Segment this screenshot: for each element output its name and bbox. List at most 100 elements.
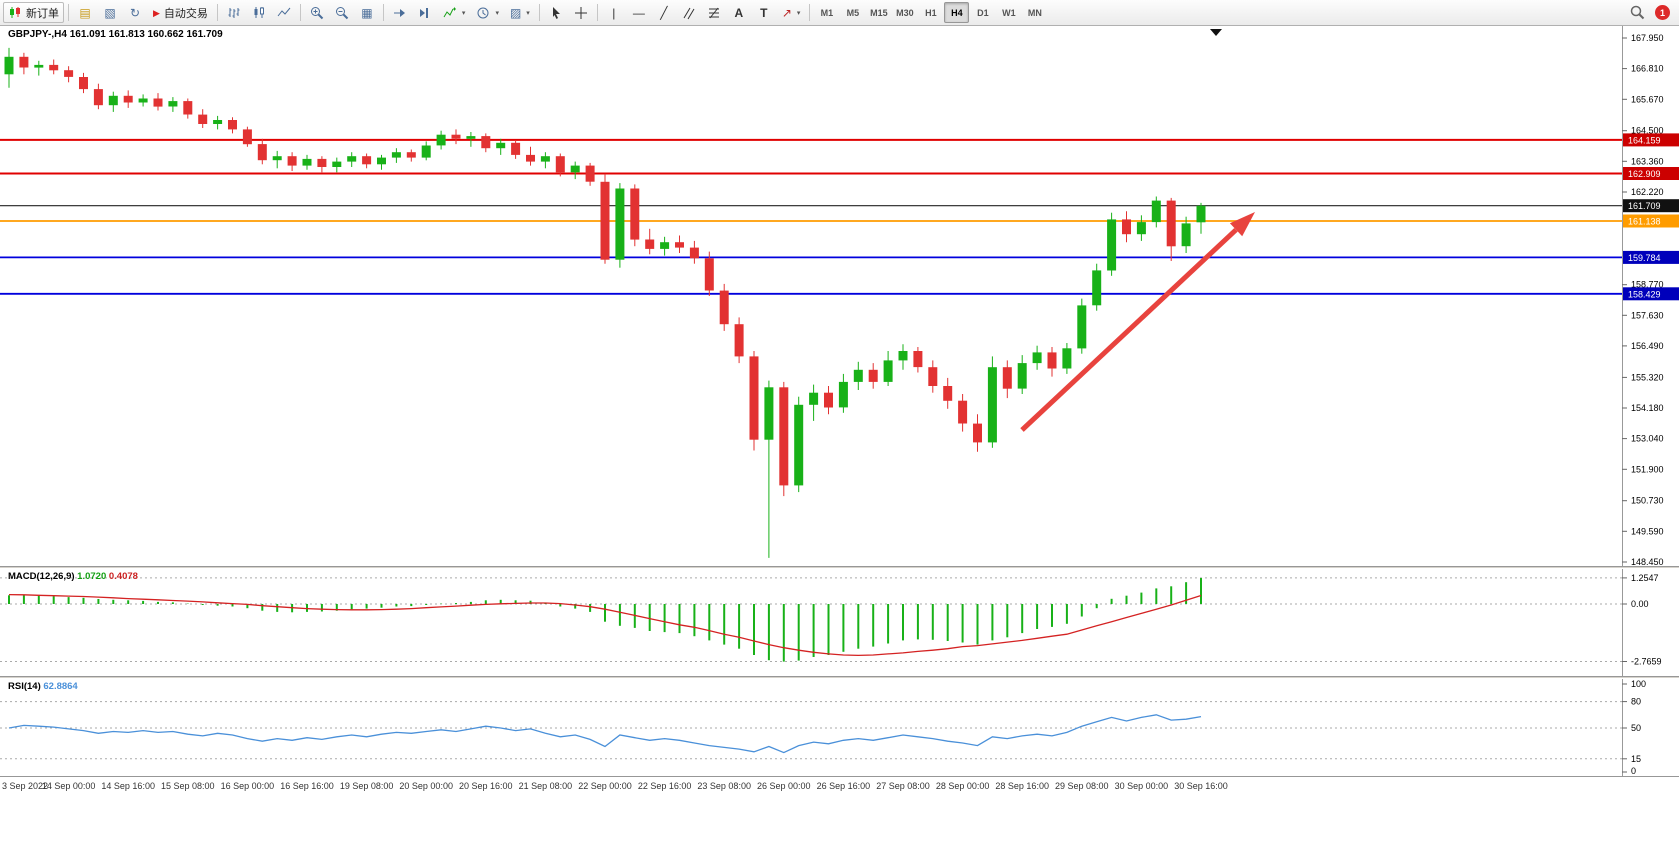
search-button[interactable] xyxy=(1625,2,1650,23)
svg-text:156.490: 156.490 xyxy=(1631,341,1664,351)
indicators-button[interactable]: ▾ xyxy=(438,2,471,23)
charts-icon: ▤ xyxy=(79,5,91,20)
macd-info: MACD(12,26,9) 1.0720 0.4078 xyxy=(8,571,138,582)
toolbar-separator xyxy=(596,4,598,21)
time-label: 14 Sep 00:00 xyxy=(41,781,96,791)
channel-button[interactable] xyxy=(677,2,701,23)
autotrading-icon: ▶ xyxy=(153,7,160,18)
text-tool-icon: A xyxy=(734,5,744,20)
label-tool-icon: T xyxy=(760,5,768,20)
symbol-period: GBPJPY-,H4 xyxy=(8,29,67,40)
notification-badge[interactable]: 1 xyxy=(1655,5,1670,20)
time-label: 3 Sep 2022 xyxy=(2,781,49,791)
svg-text:153.040: 153.040 xyxy=(1631,434,1664,444)
time-label: 20 Sep 00:00 xyxy=(399,781,453,791)
auto-scroll-button[interactable] xyxy=(388,2,412,23)
rsi-label: RSI(14) xyxy=(8,681,41,692)
time-scale[interactable]: 3 Sep 2022 14 Sep 00:00 14 Sep 16:00 15 Sep… xyxy=(0,777,1679,797)
svg-text:50: 50 xyxy=(1631,723,1641,733)
macd-label: MACD(12,26,9) xyxy=(8,571,75,582)
timeframe-m30-button[interactable]: M30 xyxy=(892,2,917,23)
price-chart[interactable]: 167.950 166.810 165.670 164.500 163.360 162.2… xyxy=(0,26,1679,566)
toolbar-separator xyxy=(299,4,301,21)
crosshair-button[interactable] xyxy=(569,2,593,23)
macd-histogram xyxy=(8,578,1202,662)
zoom-in-icon xyxy=(310,6,324,19)
templates-icon: ▨ xyxy=(509,5,522,20)
rsi-panel[interactable]: 100 80 50 15 0 xyxy=(0,679,1679,776)
periods-button[interactable]: ▾ xyxy=(471,2,504,23)
horizontal-line-button[interactable]: — xyxy=(627,2,651,23)
panel-separator[interactable] xyxy=(0,566,1679,569)
vertical-line-button[interactable]: | xyxy=(602,2,626,23)
profiles-button[interactable]: ▧ xyxy=(98,2,122,23)
profiles-icon: ▧ xyxy=(104,5,116,20)
text-tool-button[interactable]: A xyxy=(727,2,751,23)
timeframe-h1-button[interactable]: H1 xyxy=(918,2,943,23)
time-label: 16 Sep 16:00 xyxy=(280,781,334,791)
dropdown-icon: ▾ xyxy=(495,9,499,17)
horizontal-lines xyxy=(0,138,1622,295)
zoom-in-button[interactable] xyxy=(305,2,329,23)
svg-text:161.138: 161.138 xyxy=(1628,217,1661,227)
panel-separator[interactable] xyxy=(0,676,1679,679)
dropdown-icon: ▾ xyxy=(461,9,466,17)
rsi-info: RSI(14) 62.8864 xyxy=(8,681,78,692)
new-order-icon xyxy=(10,7,20,18)
trend-arrow xyxy=(1020,212,1255,432)
zoom-out-button[interactable] xyxy=(330,2,354,23)
candles xyxy=(4,47,1206,558)
charts-button[interactable]: ▤ xyxy=(73,2,97,23)
toolbar-separator xyxy=(68,4,69,21)
timeframe-mn-button[interactable]: MN xyxy=(1022,2,1047,23)
time-label: 19 Sep 08:00 xyxy=(339,781,394,791)
timeframe-m1-button[interactable]: M1 xyxy=(814,2,839,23)
new-order-button[interactable]: 新订单 xyxy=(3,2,64,23)
macd-signal-value: 0.4078 xyxy=(108,571,138,582)
arrows-tool-button[interactable]: ↗ ▾ xyxy=(777,2,806,23)
trendline-button[interactable]: ╱ xyxy=(652,2,676,23)
chart-shift-button[interactable] xyxy=(413,2,437,23)
timeframe-d1-button[interactable]: D1 xyxy=(970,2,995,23)
label-tool-button[interactable]: T xyxy=(752,2,776,23)
svg-text:162.909: 162.909 xyxy=(1628,169,1661,179)
zoom-out-icon xyxy=(335,6,349,19)
svg-text:155.320: 155.320 xyxy=(1631,372,1664,382)
dropdown-icon: ▾ xyxy=(526,9,530,17)
periods-icon xyxy=(477,7,489,18)
templates-button[interactable]: ▨ ▾ xyxy=(505,2,535,23)
price-scale[interactable] xyxy=(1623,26,1679,775)
svg-text:164.159: 164.159 xyxy=(1628,135,1661,145)
candlestick-chart-button[interactable] xyxy=(247,2,271,23)
svg-text:162.220: 162.220 xyxy=(1631,187,1664,197)
autotrading-button[interactable]: ▶ 自动交易 xyxy=(148,2,213,23)
svg-text:164.500: 164.500 xyxy=(1631,126,1664,136)
macd-panel[interactable]: 1.2547 0.00 -2.7659 xyxy=(0,569,1679,676)
svg-text:159.784: 159.784 xyxy=(1628,253,1661,263)
timeframe-m15-button[interactable]: M15 xyxy=(866,2,891,23)
time-label: 26 Sep 16:00 xyxy=(816,781,871,791)
time-label: 14 Sep 16:00 xyxy=(101,781,155,791)
cursor-button[interactable] xyxy=(544,2,568,23)
timeframe-h4-button[interactable]: H4 xyxy=(944,2,970,23)
svg-text:100: 100 xyxy=(1631,679,1646,689)
time-label: 23 Sep 08:00 xyxy=(697,781,751,791)
refresh-button[interactable]: ↻ xyxy=(123,2,147,23)
indicators-icon xyxy=(443,7,456,18)
time-label: 28 Sep 16:00 xyxy=(995,781,1049,791)
arrows-tool-icon: ↗ xyxy=(781,5,792,20)
line-chart-button[interactable] xyxy=(272,2,296,23)
ohlc-readout: 161.091 161.813 160.662 161.709 xyxy=(69,29,223,40)
fibonacci-button[interactable] xyxy=(702,2,726,23)
svg-text:167.950: 167.950 xyxy=(1631,33,1664,43)
bar-chart-button[interactable] xyxy=(222,2,246,23)
timeframe-m5-button[interactable]: M5 xyxy=(840,2,865,23)
timeframe-w1-button[interactable]: W1 xyxy=(996,2,1021,23)
svg-text:157.630: 157.630 xyxy=(1631,310,1664,320)
price-axis: 167.950 166.810 165.670 164.500 163.360 162.2… xyxy=(1622,26,1664,566)
toolbar-separator xyxy=(809,4,811,21)
time-label: 15 Sep 08:00 xyxy=(161,781,215,791)
tile-windows-button[interactable]: ▦ xyxy=(355,2,379,23)
time-label: 22 Sep 00:00 xyxy=(578,781,632,791)
candlestick-chart-icon xyxy=(254,7,264,18)
